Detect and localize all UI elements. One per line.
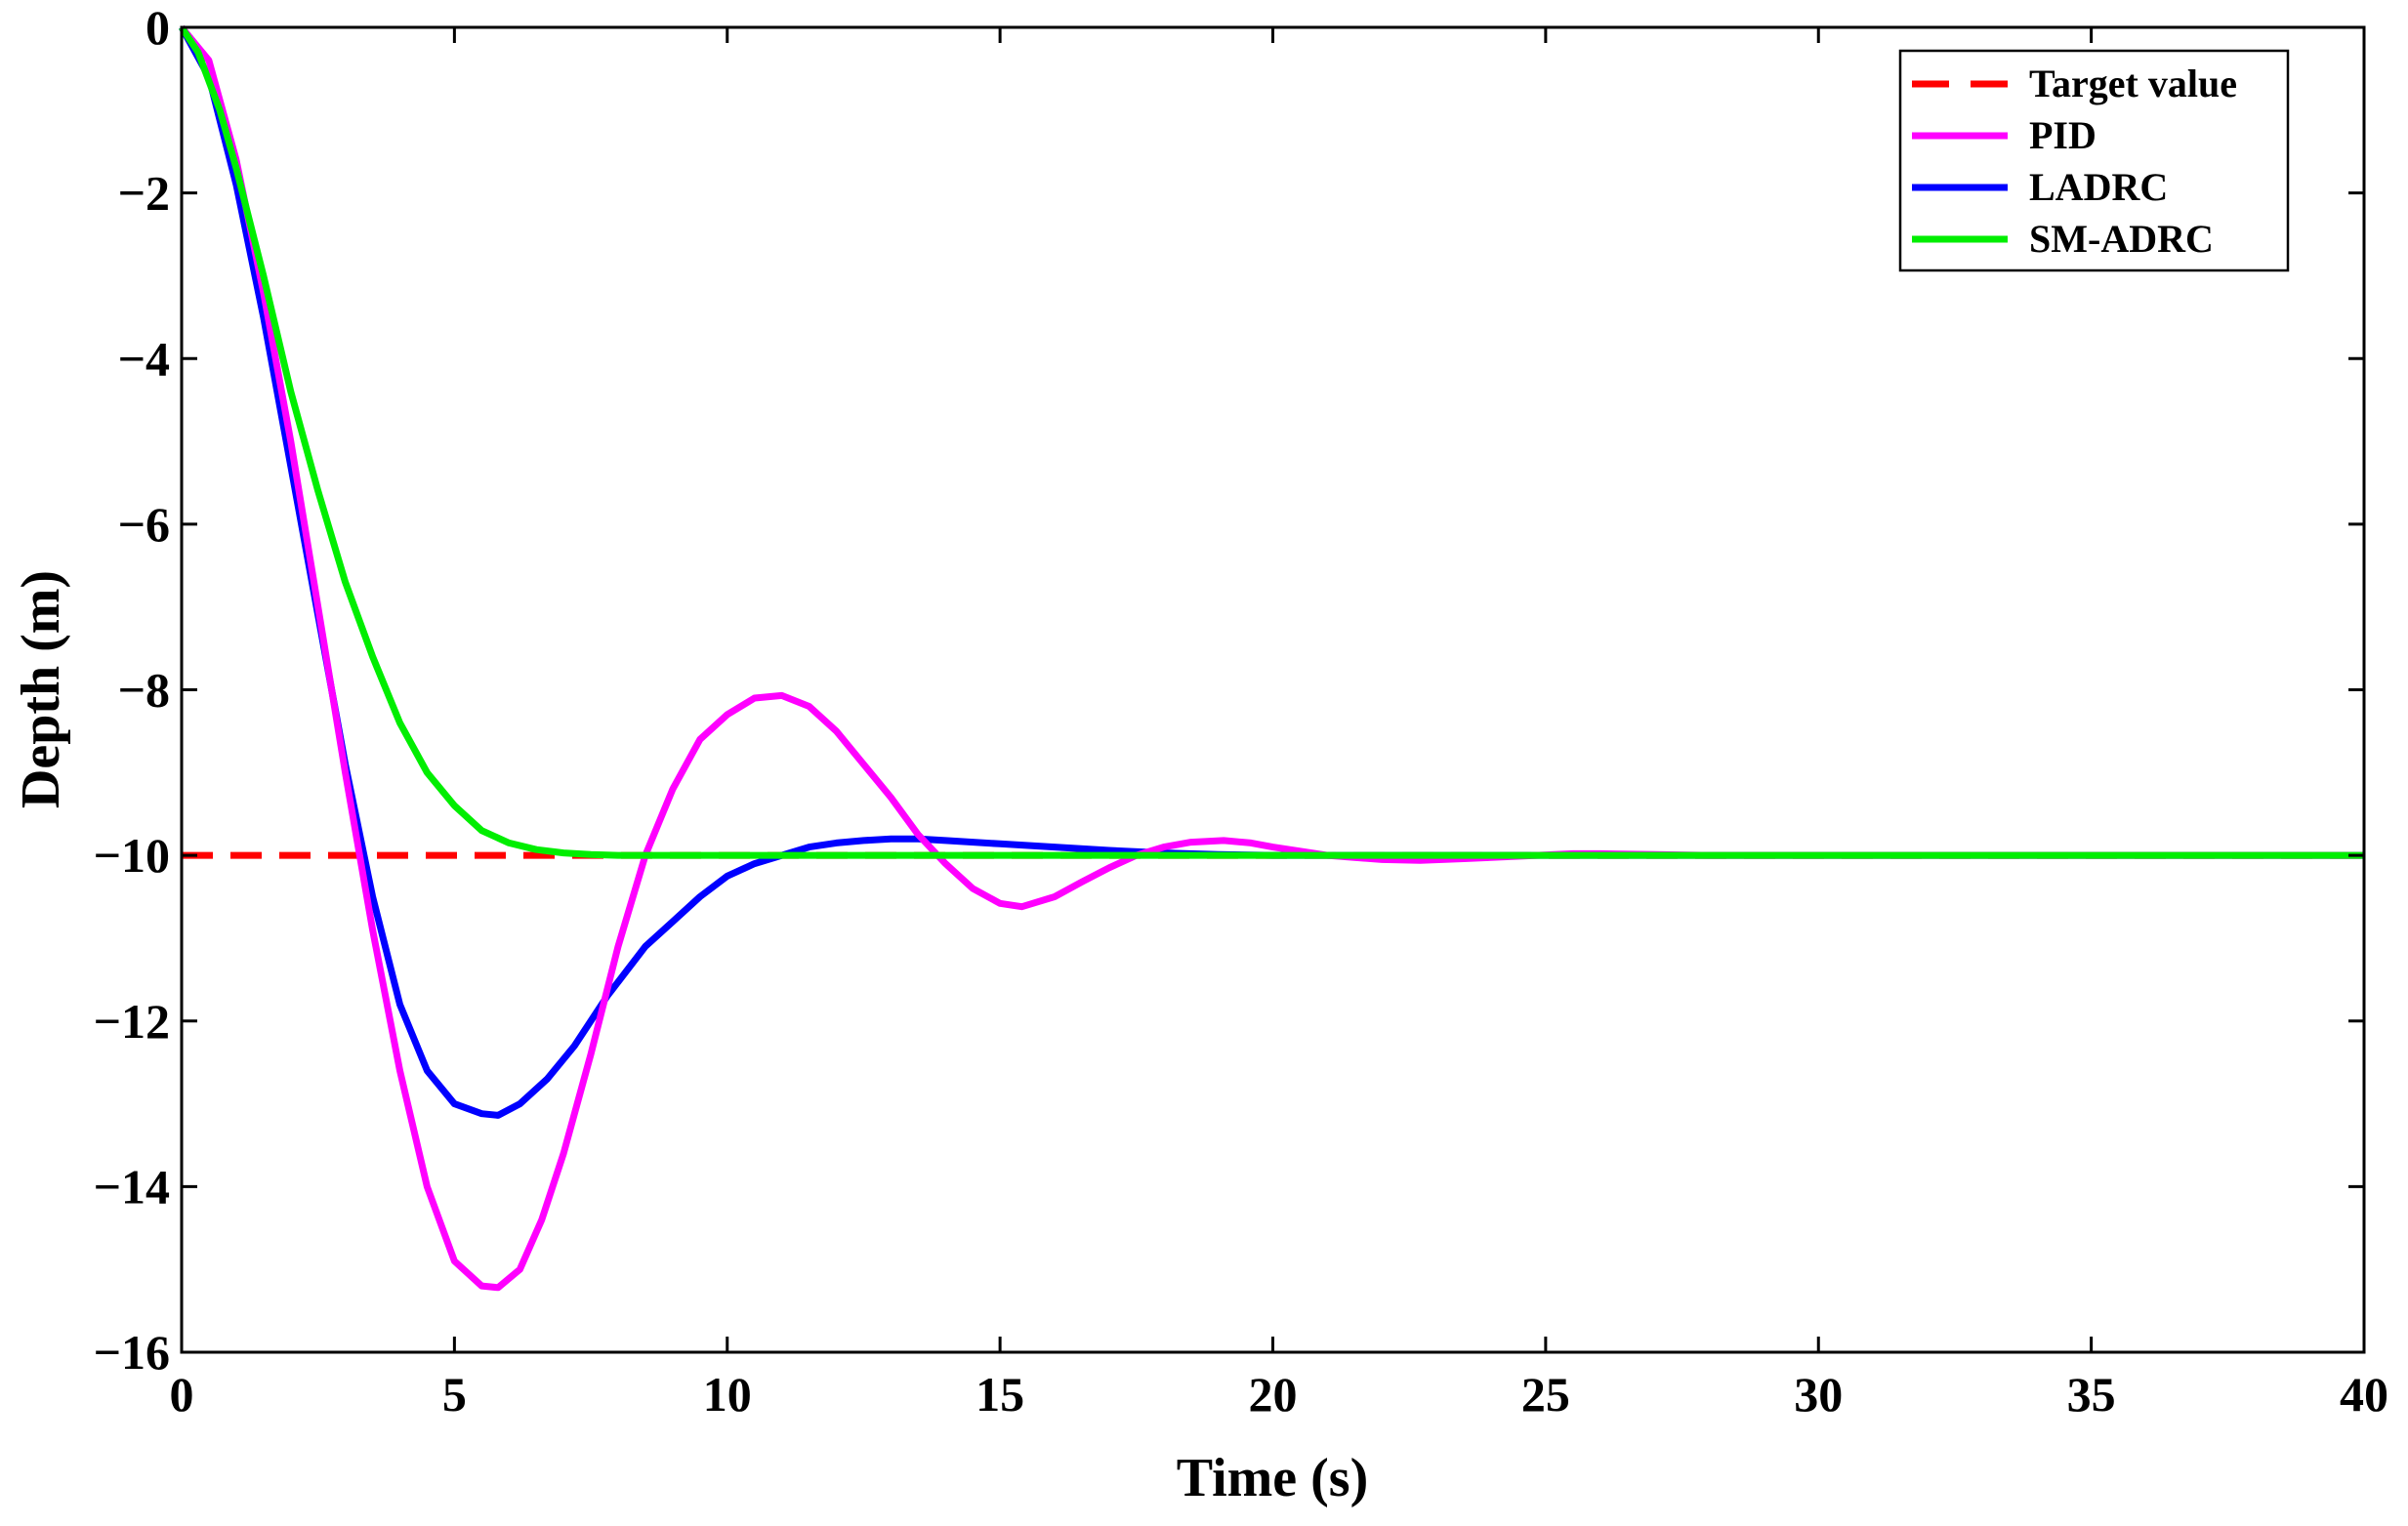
y-tick-label: −6 bbox=[118, 497, 171, 552]
y-tick-label: −4 bbox=[118, 331, 171, 386]
y-axis-title: Depth (m) bbox=[11, 570, 71, 808]
y-tick-label: −16 bbox=[94, 1325, 171, 1380]
legend-label: LADRC bbox=[2029, 165, 2168, 209]
legend-label: Target value bbox=[2029, 62, 2237, 105]
y-tick-label: −8 bbox=[118, 663, 171, 718]
legend: Target value PID LADRC SM-ADRC bbox=[1898, 49, 2290, 272]
legend-label: SM-ADRC bbox=[2029, 217, 2214, 261]
series-layer bbox=[178, 24, 2364, 1292]
y-tick-label: −14 bbox=[94, 1159, 171, 1214]
x-tick-label: 35 bbox=[2067, 1367, 2116, 1422]
x-tick-label: 30 bbox=[1794, 1367, 1843, 1422]
series-line-sm-adrc bbox=[179, 25, 2364, 859]
y-tick-label: −10 bbox=[94, 828, 171, 883]
y-tick-label: −12 bbox=[94, 994, 171, 1049]
x-tick-label: 15 bbox=[976, 1367, 1024, 1422]
legend-box bbox=[1898, 49, 2290, 272]
x-tick-label: 25 bbox=[1521, 1367, 1570, 1422]
x-tick-label: 40 bbox=[2340, 1367, 2388, 1422]
x-tick-label: 10 bbox=[703, 1367, 752, 1422]
y-tick-label: −2 bbox=[118, 166, 171, 221]
x-tick-label: 20 bbox=[1249, 1367, 1298, 1422]
x-tick-label: 5 bbox=[442, 1367, 467, 1422]
x-axis-title: Time (s) bbox=[1177, 1448, 1369, 1508]
y-tick-label: 0 bbox=[145, 0, 170, 55]
legend-label: PID bbox=[2029, 113, 2097, 157]
x-tick-label: 0 bbox=[170, 1367, 194, 1422]
axes-layer: 0 5 10 15 20 25 30 35 40 0 −2 −4 −6 −8 −10 −12 −14 −16 bbox=[94, 0, 2389, 1422]
